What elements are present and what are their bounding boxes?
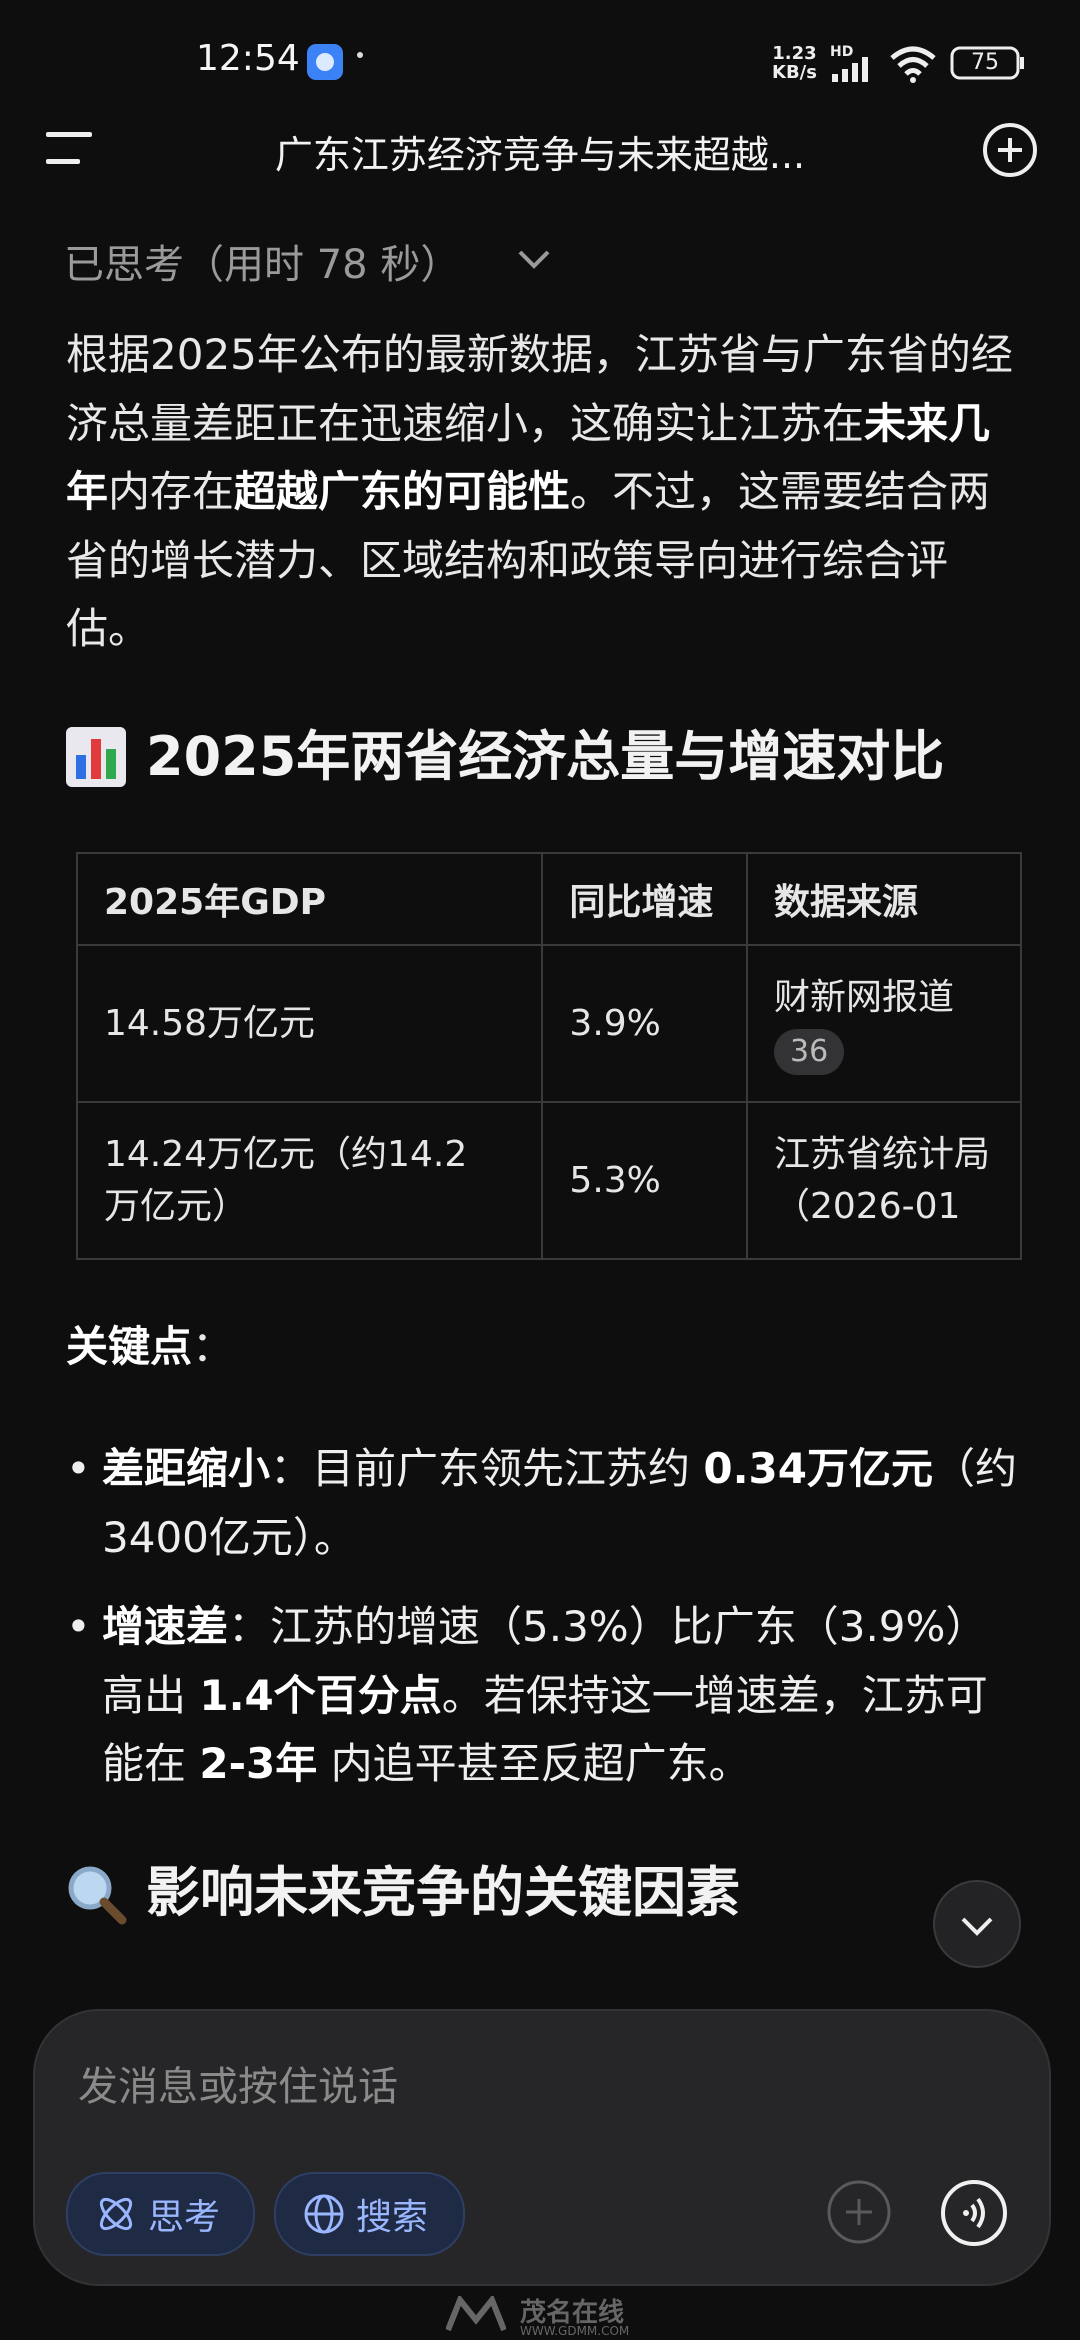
table-cell: 江苏省统计局（2026-01	[746, 1101, 1022, 1260]
text-run: ：	[192, 1322, 235, 1371]
network-speed-value: 1.23	[772, 43, 817, 64]
scroll-down-button[interactable]	[932, 1879, 1022, 1969]
attach-button[interactable]	[826, 2179, 892, 2245]
watermark-url: WWW.GDMM.COM	[520, 2324, 630, 2338]
text-run: 内存在	[108, 467, 235, 517]
data-table: 2025年GDP 同比增速 数据来源 14.58万亿元 3.9% 财新网报道 36…	[75, 852, 1022, 1260]
watermark-logo	[446, 2296, 506, 2332]
bold-text: 未来几年	[66, 398, 991, 517]
bold-text: 2-3年	[199, 1739, 318, 1789]
citation-badge[interactable]: 36	[774, 1028, 845, 1075]
menu-button[interactable]	[44, 128, 96, 168]
voice-button[interactable]	[940, 2179, 1008, 2247]
text-run: 。不过，这需要结合两省的增长潜力、区域结构和政策导向进行综合评估。	[66, 467, 991, 654]
thinking-toggle[interactable]	[516, 244, 552, 274]
section-title: 2025年两省经济总量与增速对比	[146, 725, 945, 788]
app-icon	[307, 44, 343, 80]
table-header: 2025年GDP	[75, 852, 544, 946]
text-run: 根据2025年公布的最新数据，江苏省与广东省的经济总量差距正在迅速缩小，这确实让…	[66, 330, 1013, 448]
network-speed: 1.23 KB/s	[772, 44, 817, 82]
key-points-label: 关键点：	[66, 1313, 1026, 1382]
input-placeholder[interactable]: 发消息或按住说话	[78, 2064, 398, 2110]
chart-icon	[66, 727, 126, 787]
signal-icon	[832, 57, 868, 82]
table-cell: 14.24万亿元（约14.2万亿元）	[75, 1101, 544, 1260]
search-button[interactable]: 搜索	[274, 2172, 465, 2256]
search-icon	[68, 1866, 127, 1925]
bullet-item: • 增速差：江苏的增速（5.3%）比广东（3.9%）高出 1.4个百分点。若保持这…	[66, 1593, 1026, 1799]
signal-label: HD	[830, 44, 854, 60]
new-chat-button[interactable]	[980, 120, 1040, 180]
table-cell: 5.3%	[541, 1101, 748, 1260]
bold-text: 增速差	[102, 1602, 229, 1651]
bullet-text: 增速差：江苏的增速（5.3%）比广东（3.9%）高出 1.4个百分点。若保持这一…	[102, 1593, 1026, 1799]
text-run: 内追平甚至反超广东。	[317, 1739, 751, 1789]
text-run: ：江苏的增速（5.3%）比广东（3.9%）高出	[102, 1602, 988, 1720]
table-cell: 14.58万亿元	[75, 944, 544, 1103]
think-icon	[99, 2197, 133, 2231]
battery-icon	[950, 46, 1024, 80]
section-title: 影响未来竞争的关键因素	[146, 1861, 740, 1924]
thinking-label: 已思考（用时 78 秒）	[64, 242, 461, 288]
table-header: 数据来源	[746, 852, 1022, 946]
intro-paragraph: 根据2025年公布的最新数据，江苏省与广东省的经济总量差距正在迅速缩小，这确实让…	[66, 321, 1026, 664]
bullet-text: 差距缩小：目前广东领先江苏约 0.34万亿元（约3400亿元）。	[102, 1435, 1026, 1572]
conversation-title: 广东江苏经济竞争与未来超越...	[274, 133, 806, 177]
search-label: 搜索	[356, 2197, 429, 2238]
think-button[interactable]: 思考	[66, 2172, 255, 2256]
text-run: （约3400亿元）。	[102, 1444, 1018, 1562]
bold-text: 超越广东的可能性	[234, 467, 571, 517]
bold-text: 差距缩小	[102, 1444, 271, 1493]
battery-level: 75	[971, 50, 999, 75]
bold-text: 关键点	[66, 1322, 193, 1371]
globe-icon	[304, 2194, 344, 2234]
wifi-icon	[890, 46, 936, 83]
table-header: 同比增速	[541, 852, 748, 946]
status-time: 12:54	[196, 38, 300, 79]
notification-dot	[357, 52, 363, 58]
text-run: 。若保持这一增速差，江苏可能在	[102, 1670, 988, 1789]
network-speed-unit: KB/s	[772, 62, 817, 83]
bullet-item: • 差距缩小：目前广东领先江苏约 0.34万亿元（约3400亿元）。	[66, 1435, 1026, 1572]
think-label: 思考	[148, 2197, 221, 2238]
source-text: 财新网报道	[774, 976, 955, 1018]
table-cell: 3.9%	[541, 944, 748, 1103]
table-scroll[interactable]: 2025年GDP 同比增速 数据来源 14.58万亿元 3.9% 财新网报道 36…	[64, 852, 1022, 1260]
watermark-name: 茂名在线	[520, 2298, 625, 2328]
bold-text: 0.34万亿元	[703, 1444, 934, 1493]
bold-text: 1.4个百分点	[199, 1670, 442, 1720]
table-cell: 财新网报道 36	[746, 944, 1022, 1103]
text-run: ：目前广东领先江苏约	[270, 1444, 704, 1493]
